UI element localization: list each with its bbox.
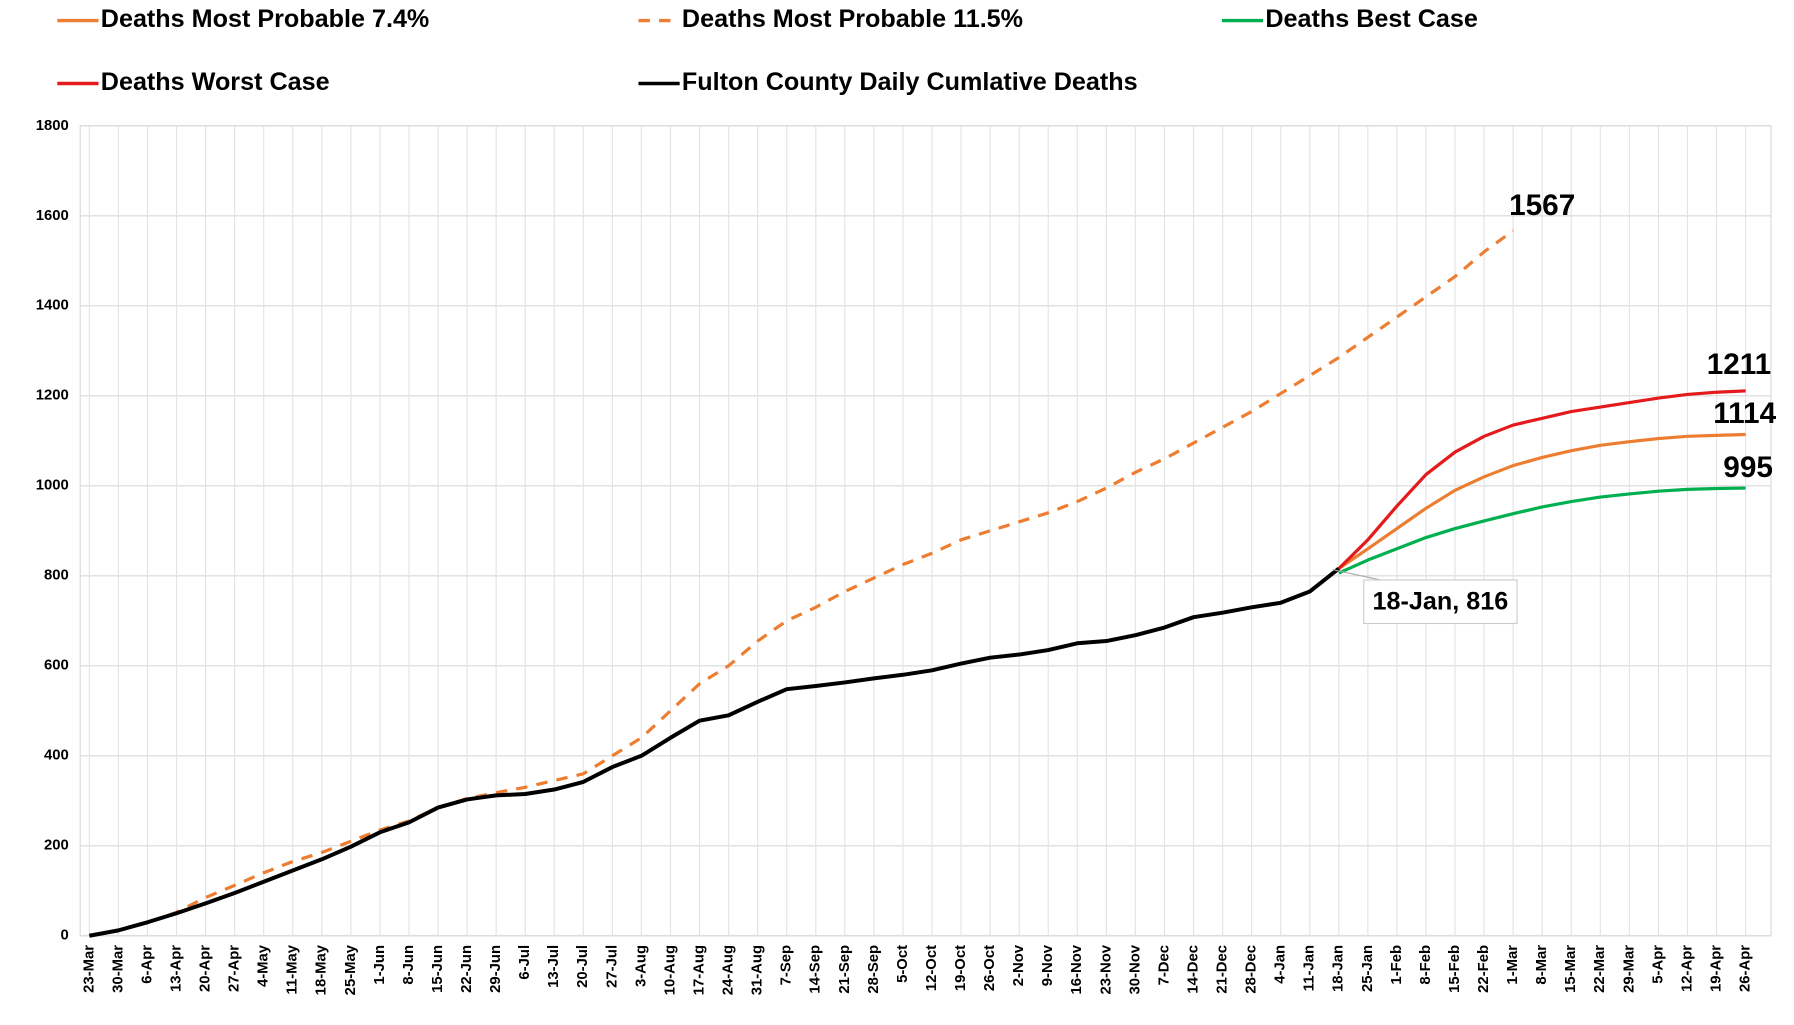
x-tick-label: 1-Jun (372, 945, 388, 985)
series-line (1337, 389, 1746, 570)
x-tick-label: 26-Apr (1738, 945, 1754, 992)
x-tick-label: 4-Jan (1273, 945, 1289, 984)
x-tick-label: 1-Mar (1505, 945, 1521, 985)
x-tick-label: 8-Mar (1534, 945, 1550, 985)
x-tick-label: 7-Sep (779, 945, 795, 985)
legend-label: Fulton County Daily Cumlative Deaths (682, 68, 1138, 96)
x-tick-label: 11-Jan (1302, 945, 1318, 991)
x-tick-label: 20-Jul (575, 945, 591, 988)
x-tick-label: 22-Jun (459, 945, 475, 993)
x-tick-label: 6-Apr (139, 945, 155, 984)
x-tick-label: 24-Aug (721, 945, 737, 995)
x-tick-label: 18-Jan (1331, 945, 1347, 992)
annotation: 1114 (1713, 397, 1776, 430)
legend-label: Deaths Worst Case (101, 68, 330, 96)
x-tick-label: 4-May (256, 944, 272, 987)
x-tick-label: 22-Feb (1476, 945, 1492, 993)
annotation: 995 (1723, 451, 1773, 484)
x-tick-label: 23-Nov (1098, 944, 1114, 994)
x-tick-label: 30-Mar (110, 945, 126, 993)
x-tick-label: 8-Feb (1418, 945, 1434, 985)
legend-label: Deaths Most Probable 7.4% (101, 5, 430, 33)
y-tick-label: 600 (44, 658, 69, 674)
x-tick-label: 11-May (285, 944, 301, 994)
series-line (1338, 486, 1746, 575)
x-tick-label: 13-Jul (546, 945, 562, 988)
x-tick-label: 28-Dec (1244, 945, 1260, 994)
x-tick-label: 6-Jul (517, 945, 533, 980)
x-tick-label: 22-Mar (1592, 945, 1608, 993)
x-tick-label: 25-May (343, 944, 359, 995)
x-tick-label: 14-Sep (808, 945, 824, 994)
y-tick-label: 1800 (36, 118, 69, 134)
annotation: 1567 (1509, 189, 1575, 222)
legend-label: Deaths Most Probable 11.5% (682, 5, 1023, 33)
x-tick-label: 19-Oct (953, 945, 969, 991)
x-tick-label: 23-Mar (81, 945, 97, 993)
x-tick-label: 10-Aug (662, 945, 678, 995)
x-tick-label: 26-Oct (982, 945, 998, 991)
x-tick-label: 27-Apr (227, 945, 243, 992)
annotation: 18-Jan, 816 (1373, 588, 1509, 616)
x-tick-label: 29-Mar (1621, 945, 1637, 993)
y-tick-label: 0 (60, 928, 68, 944)
x-tick-label: 1-Feb (1389, 945, 1405, 985)
x-tick-label: 9-Nov (1040, 944, 1056, 986)
x-tick-label: 18-May (314, 944, 330, 995)
y-tick-label: 800 (44, 568, 69, 584)
y-tick-label: 1000 (36, 478, 69, 494)
x-tick-label: 17-Aug (691, 945, 707, 995)
x-tick-label: 2-Nov (1011, 944, 1027, 986)
y-tick-label: 400 (44, 748, 69, 764)
x-tick-label: 29-Jun (488, 945, 504, 993)
x-tick-label: 5-Apr (1650, 945, 1666, 984)
x-tick-label: 12-Oct (924, 945, 940, 991)
x-tick-label: 20-Apr (198, 945, 214, 992)
x-tick-label: 15-Mar (1563, 945, 1579, 993)
x-tick-label: 21-Dec (1214, 945, 1230, 994)
series-line (1337, 432, 1746, 570)
x-tick-label: 12-Apr (1679, 945, 1695, 992)
x-tick-label: 7-Dec (1156, 945, 1172, 985)
y-tick-label: 1600 (36, 208, 69, 224)
x-tick-label: 15-Feb (1447, 945, 1463, 993)
y-tick-label: 1200 (36, 388, 69, 404)
annotation: 1211 (1707, 348, 1772, 381)
x-tick-label: 5-Oct (895, 945, 911, 983)
x-tick-label: 8-Jun (401, 945, 417, 985)
y-tick-label: 1400 (36, 298, 69, 314)
series-line (88, 567, 1341, 938)
x-tick-label: 14-Dec (1185, 945, 1201, 994)
legend-label: Deaths Best Case (1265, 5, 1478, 33)
callout-box (1363, 579, 1518, 625)
x-tick-label: 3-Aug (633, 945, 649, 987)
x-tick-label: 30-Nov (1127, 944, 1143, 994)
x-tick-label: 16-Nov (1069, 944, 1085, 994)
x-tick-label: 31-Aug (750, 945, 766, 995)
plot-area (79, 125, 1772, 937)
x-tick-label: 25-Jan (1360, 945, 1376, 992)
x-tick-label: 13-Apr (168, 945, 184, 992)
series-line (89, 229, 1515, 938)
x-tick-label: 19-Apr (1708, 945, 1724, 992)
y-tick-label: 200 (44, 838, 69, 854)
x-tick-label: 21-Sep (837, 945, 853, 994)
x-tick-label: 28-Sep (866, 945, 882, 994)
x-tick-label: 15-Jun (430, 945, 446, 993)
x-tick-label: 27-Jul (604, 945, 620, 988)
